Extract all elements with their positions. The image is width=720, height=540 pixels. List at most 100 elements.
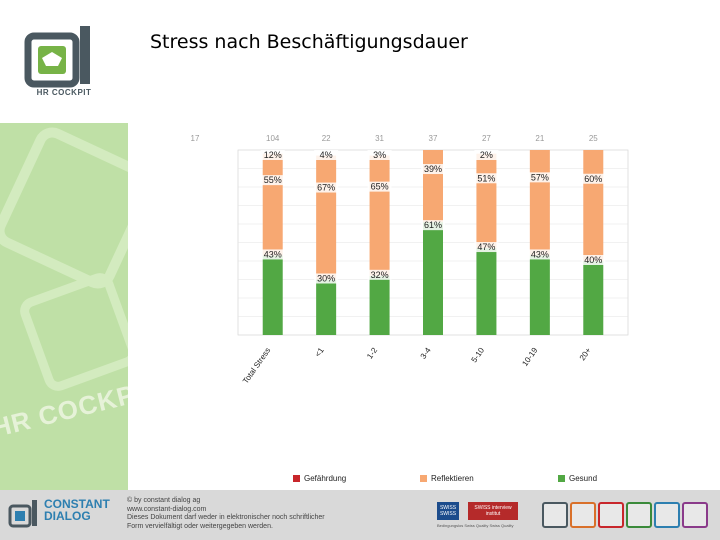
data-label-gesund: 30%: [317, 274, 335, 284]
count-label: 25: [589, 134, 598, 143]
partner-badge: SWISS SWISS: [437, 502, 459, 520]
data-label-gesund-bg: [314, 273, 339, 284]
data-label-reflektieren: 57%: [531, 172, 549, 182]
logo-line: CONSTANT: [44, 497, 110, 511]
data-label-reflektieren: 51%: [477, 173, 495, 183]
count-label: 27: [482, 134, 491, 143]
hr-cockpit-logo: [24, 26, 90, 88]
sidebar-decoration: HR COCKPIT: [0, 123, 128, 490]
data-label-reflektieren-bg: [474, 173, 499, 184]
stacked-bar-chart: 17 104 43% 55% 12% Total Stress 22 30% 67% 4% <1 31…: [191, 134, 629, 385]
chart-legend: Gefährdung Reflektieren Gesund: [0, 470, 720, 488]
partner-caption: Bedingungslos Swiss Quality Swiss Qualit…: [437, 523, 514, 528]
count-label: 31: [375, 134, 384, 143]
data-label-reflektieren-bg: [367, 181, 392, 192]
brand-icon: [570, 502, 596, 528]
category-label: Total Stress: [241, 346, 272, 385]
partner-badge: SWISS interview institut: [468, 502, 518, 520]
bar-gesund: [529, 255, 550, 335]
data-label-gesund-bg: [527, 249, 552, 260]
data-label-gesund-bg: [367, 269, 392, 280]
brand-icon: [542, 502, 568, 528]
notice-text: Form vervielfältigt oder weitergegeben w…: [127, 522, 273, 530]
logo-line: DIALOG: [44, 509, 91, 523]
data-label-top: 3%: [373, 150, 386, 160]
data-label-reflektieren: 67%: [317, 183, 335, 193]
legend-label: Reflektieren: [431, 474, 474, 483]
bar-reflektieren: [262, 153, 283, 256]
bar-gesund: [262, 255, 283, 335]
website-link[interactable]: www.constant-dialog.com: [127, 505, 207, 513]
count-label: 37: [429, 134, 438, 143]
category-label: 5-10: [470, 346, 487, 365]
category-label: 20+: [578, 346, 593, 363]
legend-swatch: [293, 475, 300, 482]
bar-reflektieren: [583, 150, 604, 261]
legend-swatch: [420, 475, 427, 482]
data-label-gesund: 61%: [424, 220, 442, 230]
logo-caption: HR COCKPIT: [36, 88, 92, 97]
category-label: 10-19: [520, 346, 539, 368]
category-label: 1-2: [365, 346, 379, 361]
data-label-gesund-bg: [474, 242, 499, 253]
data-label-top-bg: [367, 150, 392, 160]
data-label-top: 4%: [320, 150, 333, 160]
brand-icon: [654, 502, 680, 528]
brand-icon: [682, 502, 708, 528]
data-label-reflektieren-bg: [527, 172, 552, 183]
data-label-top: 12%: [264, 150, 282, 160]
data-label-top-bg: [260, 150, 285, 160]
category-label: <1: [313, 346, 326, 359]
data-label-reflektieren-bg: [581, 173, 606, 184]
page-title: Stress nach Beschäftigungsdauer: [150, 31, 468, 53]
category-label: 3-4: [419, 346, 433, 361]
brand-icon: [626, 502, 652, 528]
data-label-reflektieren: 39%: [424, 164, 442, 174]
legend-item-reflektieren: Reflektieren: [420, 474, 474, 483]
copyright-text: © by constant dialog ag: [127, 497, 201, 504]
data-label-gesund: 32%: [371, 270, 389, 280]
count-label: 21: [535, 134, 544, 143]
bar-gesund: [423, 222, 443, 335]
legend-item-gefaehrdung: Gefährdung: [293, 474, 346, 483]
data-label-reflektieren-bg: [260, 175, 285, 186]
data-label-reflektieren-bg: [421, 164, 445, 175]
data-label-gesund: 43%: [531, 249, 549, 259]
count-label: 17: [191, 134, 200, 143]
bar-gesund: [583, 261, 604, 335]
footer-logo-text: CONSTANT DIALOG: [44, 498, 110, 522]
data-label-gesund-bg: [421, 220, 445, 231]
bar-gesund: [476, 248, 497, 335]
data-label-gesund: 40%: [584, 255, 602, 265]
legend-swatch: [558, 475, 565, 482]
legend-label: Gesund: [569, 474, 598, 483]
constant-dialog-logo-icon: [8, 500, 37, 528]
legend-label: Gefährdung: [304, 474, 347, 483]
footer-copyright: © by constant dialog ag www.constant-dia…: [127, 497, 325, 531]
data-label-top: 2%: [480, 150, 493, 160]
data-label-gesund: 43%: [264, 249, 282, 259]
bar-reflektieren: [423, 150, 443, 223]
data-label-reflektieren-bg: [314, 182, 339, 193]
count-label: 104: [266, 134, 280, 143]
bar-reflektieren: [476, 153, 497, 249]
bar-reflektieren: [316, 155, 337, 280]
legend-item-gesund: Gesund: [558, 474, 597, 483]
sidebar: HR COCKPIT HR COCKPIT: [0, 0, 128, 490]
bar-reflektieren: [529, 150, 550, 256]
data-label-reflektieren: 65%: [371, 182, 389, 192]
footer: CONSTANT DIALOG © by constant dialog ag …: [0, 490, 720, 540]
notice-text: Dieses Dokument darf weder in elektronis…: [127, 514, 325, 521]
data-label-top-bg: [474, 150, 499, 160]
data-label-gesund-bg: [260, 249, 285, 260]
count-label: 22: [322, 134, 331, 143]
data-label-reflektieren: 55%: [264, 175, 282, 185]
data-label-gesund-bg: [581, 255, 606, 265]
data-label-top-bg: [314, 150, 339, 160]
bar-gesund: [316, 279, 337, 335]
data-label-gesund: 47%: [477, 242, 495, 252]
bar-gesund: [369, 275, 390, 335]
data-label-reflektieren: 60%: [584, 174, 602, 184]
bar-reflektieren: [369, 155, 390, 276]
brand-icon: [598, 502, 624, 528]
